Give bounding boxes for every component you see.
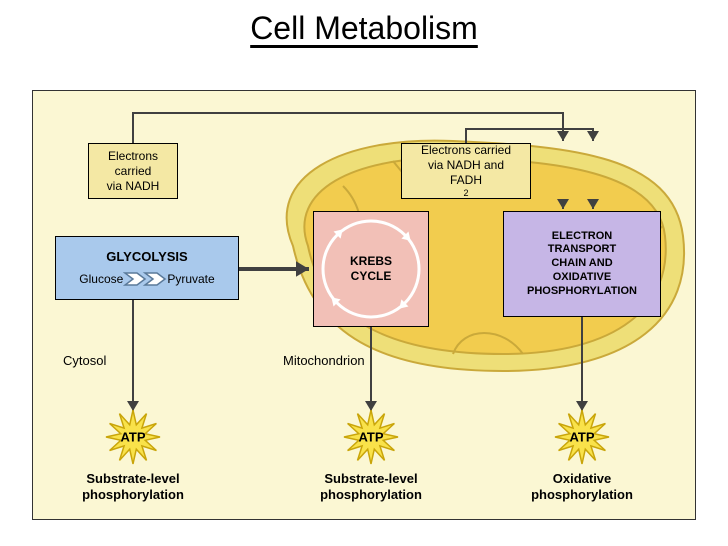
pyruvate-label: Pyruvate [167,272,214,287]
atp-star: ATP [105,409,161,465]
atp-label: ATP [105,430,161,445]
phosphorylation-caption: Substrate-levelphosphorylation [311,471,431,502]
phosphorylation-caption: Substrate-levelphosphorylation [73,471,193,502]
etc-box: ELECTRONTRANSPORTCHAIN ANDOXIDATIVEPHOSP… [503,211,661,317]
glucose-label: Glucose [79,272,123,287]
phosphorylation-caption: Oxidativephosphorylation [522,471,642,502]
diagram-canvas: Electronscarriedvia NADH Electrons carri… [32,90,696,520]
krebs-label: KREBSCYCLE [350,254,392,284]
glycolysis-pathway: Glucose Pyruvate [79,271,214,287]
page-title: Cell Metabolism [0,10,728,47]
atp-label: ATP [554,430,610,445]
glycolysis-box: GLYCOLYSIS Glucose Pyruvate [55,236,239,300]
atp-star: ATP [554,409,610,465]
glycolysis-title: GLYCOLYSIS [106,249,187,265]
electrons-nadh-box: Electronscarriedvia NADH [88,143,178,199]
atp-label: ATP [343,430,399,445]
electrons-nadh-fadh2-box: Electrons carriedvia NADH andFADH2 [401,143,531,199]
atp-star: ATP [343,409,399,465]
pathway-arrow-icon [123,271,167,287]
cytosol-label: Cytosol [63,353,106,368]
mitochondrion-label: Mitochondrion [283,353,365,368]
